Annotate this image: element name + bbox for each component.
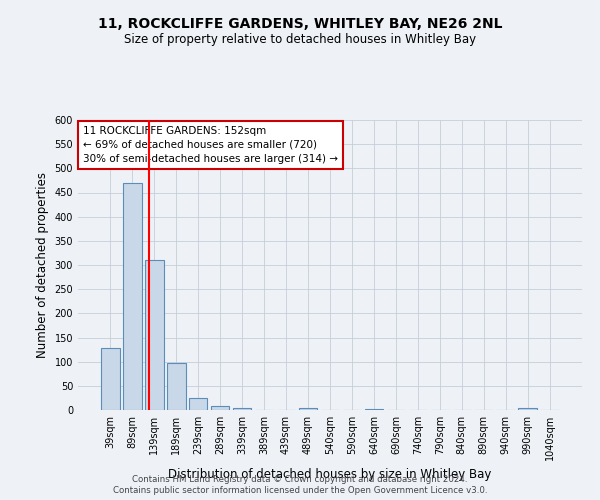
- Bar: [299, 408, 317, 410]
- Text: Contains public sector information licensed under the Open Government Licence v3: Contains public sector information licen…: [113, 486, 487, 495]
- Text: Contains HM Land Registry data © Crown copyright and database right 2024.: Contains HM Land Registry data © Crown c…: [132, 475, 468, 484]
- Bar: [365, 408, 383, 410]
- Bar: [101, 348, 119, 410]
- Text: 11, ROCKCLIFFE GARDENS, WHITLEY BAY, NE26 2NL: 11, ROCKCLIFFE GARDENS, WHITLEY BAY, NE2…: [98, 18, 502, 32]
- Bar: [233, 408, 251, 410]
- X-axis label: Distribution of detached houses by size in Whitley Bay: Distribution of detached houses by size …: [169, 468, 491, 481]
- Bar: [518, 408, 537, 410]
- Bar: [189, 398, 208, 410]
- Bar: [145, 260, 164, 410]
- Text: Size of property relative to detached houses in Whitley Bay: Size of property relative to detached ho…: [124, 32, 476, 46]
- Bar: [167, 363, 185, 410]
- Text: 11 ROCKCLIFFE GARDENS: 152sqm
← 69% of detached houses are smaller (720)
30% of : 11 ROCKCLIFFE GARDENS: 152sqm ← 69% of d…: [83, 126, 338, 164]
- Bar: [211, 406, 229, 410]
- Bar: [123, 183, 142, 410]
- Y-axis label: Number of detached properties: Number of detached properties: [36, 172, 49, 358]
